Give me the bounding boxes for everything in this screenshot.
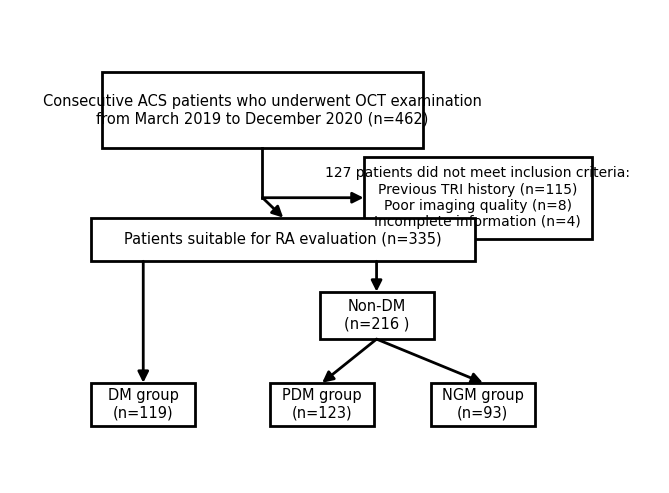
FancyBboxPatch shape xyxy=(431,383,535,426)
Text: Patients suitable for RA evaluation (n=335): Patients suitable for RA evaluation (n=3… xyxy=(124,232,442,247)
Text: Consecutive ACS patients who underwent OCT examination
from March 2019 to Decemb: Consecutive ACS patients who underwent O… xyxy=(43,94,482,127)
FancyBboxPatch shape xyxy=(92,217,475,261)
FancyBboxPatch shape xyxy=(92,383,195,426)
Text: DM group
(n=119): DM group (n=119) xyxy=(108,388,179,421)
FancyBboxPatch shape xyxy=(270,383,374,426)
FancyBboxPatch shape xyxy=(364,157,592,239)
FancyBboxPatch shape xyxy=(320,292,434,339)
Text: 127 patients did not meet inclusion criteria:
Previous TRI history (n=115)
Poor : 127 patients did not meet inclusion crit… xyxy=(325,167,630,229)
Text: Non-DM
(n=216 ): Non-DM (n=216 ) xyxy=(344,299,409,332)
Text: PDM group
(n=123): PDM group (n=123) xyxy=(282,388,362,421)
FancyBboxPatch shape xyxy=(102,72,423,148)
Text: NGM group
(n=93): NGM group (n=93) xyxy=(442,388,524,421)
